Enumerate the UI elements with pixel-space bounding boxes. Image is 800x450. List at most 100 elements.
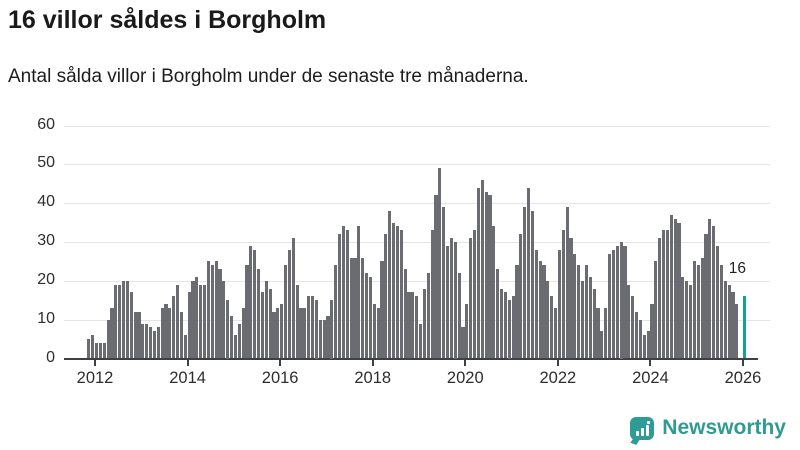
x-axis-label: 2026 xyxy=(724,368,762,387)
bar xyxy=(588,276,592,359)
bar xyxy=(700,257,704,359)
bar xyxy=(692,261,697,359)
newsworthy-logo: Newsworthy xyxy=(630,416,786,440)
bar xyxy=(172,296,176,359)
bar xyxy=(496,269,500,359)
chart-title: 16 villor såldes i Borgholm xyxy=(8,6,327,34)
bar xyxy=(141,323,145,359)
bar xyxy=(642,335,646,359)
bar xyxy=(461,327,465,359)
bar xyxy=(422,288,427,359)
bar xyxy=(688,284,693,359)
bar xyxy=(515,265,519,359)
x-axis-label: 2024 xyxy=(632,368,669,387)
bar xyxy=(530,210,535,359)
bar xyxy=(507,300,511,359)
bar xyxy=(102,342,106,359)
x-axis-tick xyxy=(464,359,467,366)
bar xyxy=(199,284,203,359)
bar xyxy=(399,230,403,359)
x-axis-line xyxy=(64,357,758,360)
bar xyxy=(222,280,226,359)
bar xyxy=(203,284,207,359)
bar xyxy=(519,234,523,359)
bar xyxy=(268,288,272,359)
x-axis-tick xyxy=(186,359,189,366)
bar xyxy=(338,234,342,359)
bar xyxy=(426,273,430,359)
x-axis-label: 2018 xyxy=(354,368,392,387)
bar xyxy=(704,234,708,359)
bar xyxy=(241,308,245,359)
bar xyxy=(125,280,130,359)
y-axis-label: 0 xyxy=(46,348,55,366)
bar xyxy=(160,308,164,359)
bar xyxy=(349,257,353,359)
bar xyxy=(334,265,338,359)
bar xyxy=(280,304,284,359)
bar xyxy=(368,276,373,359)
bar xyxy=(137,311,141,359)
bar xyxy=(87,339,91,359)
bar xyxy=(311,296,315,359)
bar xyxy=(98,342,103,359)
bar xyxy=(149,327,153,359)
x-axis-label: 2022 xyxy=(539,368,577,387)
bar xyxy=(191,280,195,359)
bar xyxy=(669,214,673,359)
bar xyxy=(449,238,454,359)
bar xyxy=(476,187,481,359)
bar xyxy=(438,168,442,359)
bar xyxy=(573,253,577,359)
bar xyxy=(719,265,724,359)
x-axis-tick xyxy=(649,359,652,366)
bar xyxy=(307,296,311,359)
bar xyxy=(164,304,168,359)
bar xyxy=(446,245,450,359)
x-axis-label: 2014 xyxy=(169,368,206,387)
bar xyxy=(303,308,307,359)
bar xyxy=(133,311,137,359)
bar xyxy=(380,261,384,359)
bar xyxy=(230,315,234,359)
bar xyxy=(372,304,376,359)
x-axis-label: 2012 xyxy=(76,368,114,387)
bar xyxy=(646,331,650,359)
bar xyxy=(233,335,238,359)
bar xyxy=(176,284,180,359)
bar xyxy=(314,300,319,359)
y-axis-label: 30 xyxy=(37,232,55,249)
bar xyxy=(677,222,681,359)
bar xyxy=(264,280,268,359)
bar xyxy=(592,288,596,359)
bar xyxy=(253,249,257,359)
bar xyxy=(623,245,627,359)
bar xyxy=(145,323,149,359)
y-axis-label: 20 xyxy=(37,270,55,288)
gridline xyxy=(64,280,770,282)
bar xyxy=(715,245,720,359)
bar xyxy=(114,284,118,359)
bar xyxy=(187,292,191,359)
bar xyxy=(237,323,241,359)
bar xyxy=(403,269,407,359)
bar xyxy=(527,187,531,359)
bar xyxy=(430,230,434,359)
bar xyxy=(500,288,504,359)
gridline xyxy=(64,203,770,205)
x-axis-tick xyxy=(741,359,744,366)
bar xyxy=(257,269,261,359)
bar xyxy=(419,323,423,359)
bar xyxy=(469,238,473,359)
bar xyxy=(91,335,95,359)
bar xyxy=(615,245,619,359)
bar xyxy=(226,300,230,359)
bar xyxy=(106,319,110,359)
bar xyxy=(584,265,589,359)
bar xyxy=(376,308,380,359)
bar xyxy=(488,195,492,359)
x-axis-tick xyxy=(279,359,282,366)
bar xyxy=(534,249,538,359)
chart-subtitle: Antal sålda villor i Borgholm under de s… xyxy=(8,66,529,87)
bar xyxy=(681,276,685,359)
